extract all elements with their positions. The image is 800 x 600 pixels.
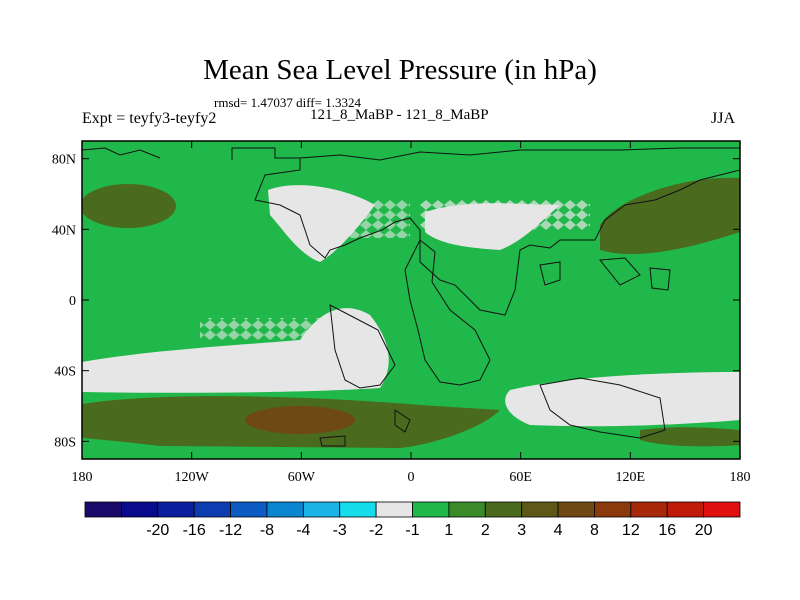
x-tick-label: 120E (616, 470, 646, 485)
colorbar-label: -8 (260, 522, 274, 539)
period-label: 121_8_MaBP - 121_8_MaBP (310, 107, 489, 123)
colorbar: -20 -16 -12 -8 -4 -3 -2 -1 1 2 3 4 8 12 16 20 (84, 501, 741, 539)
colorbar-swatch (193, 501, 231, 518)
experiment-label: Expt = teyfy3-teyfy2 (82, 110, 217, 127)
x-tick-label: 180 (730, 470, 751, 485)
colorbar-swatch (339, 501, 377, 518)
colorbar-swatch (594, 501, 632, 518)
colorbar-label: -1 (405, 522, 419, 539)
colorbar-label: 2 (481, 522, 490, 539)
colorbar-label: 4 (554, 522, 563, 539)
x-tick-label: 0 (408, 470, 415, 485)
plot-area (82, 141, 740, 459)
x-tick-label: 180 (72, 470, 93, 485)
colorbar-label: 8 (590, 522, 599, 539)
colorbar-swatch (120, 501, 159, 518)
season-label: JJA (711, 110, 736, 127)
field-speckle-south (200, 318, 320, 340)
field-speckle-asia (420, 200, 590, 230)
colorbar-label: 3 (517, 522, 526, 539)
colorbar-swatch (375, 501, 413, 518)
colorbar-swatch (666, 501, 705, 518)
x-tick-label: 60E (509, 470, 532, 485)
field-region-southern-ocean-east (505, 372, 740, 427)
field-region-south-pacific-max (245, 406, 355, 434)
colorbar-label: -20 (146, 522, 169, 539)
colorbar-swatch (448, 501, 486, 518)
colorbar-label: -2 (369, 522, 383, 539)
y-tick-label: 0 (69, 294, 76, 309)
colorbar-swatch (230, 501, 268, 518)
colorbar-swatch (521, 501, 559, 518)
colorbar-label: 1 (444, 522, 453, 539)
colorbar-label: -12 (219, 522, 242, 539)
field-speckle-atlantic (320, 200, 410, 238)
axes: 180 120W 60W 0 60E 120E 180 80N 40N 0 40S 80S (52, 141, 751, 485)
colorbar-swatch (557, 501, 595, 518)
colorbar-label: 20 (695, 522, 713, 539)
colorbar-swatch (412, 501, 450, 518)
y-tick-label: 40N (52, 223, 76, 238)
colorbar-swatch (266, 501, 304, 518)
coastlines (82, 147, 740, 447)
colorbar-label: -3 (333, 522, 347, 539)
field-region-south-east-high (640, 427, 740, 447)
colorbar-swatch (484, 501, 523, 518)
colorbar-swatch (302, 501, 341, 518)
colorbar-label: -16 (183, 522, 206, 539)
x-tick-label: 120W (175, 470, 210, 485)
colorbar-swatch (157, 501, 195, 518)
y-tick-label: 80N (52, 153, 76, 168)
field-region-north-west-pacific-high (600, 177, 740, 255)
colorbar-label: 12 (622, 522, 640, 539)
chart-title: Mean Sea Level Pressure (in hPa) (203, 54, 597, 86)
x-tick-label: 60W (288, 470, 316, 485)
stats-line: rmsd= 1.47037 diff= 1.3324 (214, 95, 361, 110)
y-tick-label: 40S (54, 365, 76, 380)
colorbar-label: 16 (658, 522, 676, 539)
colorbar-swatch (84, 501, 122, 518)
field-region-north-pacific-high (82, 184, 176, 228)
colorbar-swatch (703, 501, 741, 518)
colorbar-swatch (630, 501, 668, 518)
colorbar-label: -4 (296, 522, 310, 539)
y-tick-label: 80S (54, 435, 76, 450)
